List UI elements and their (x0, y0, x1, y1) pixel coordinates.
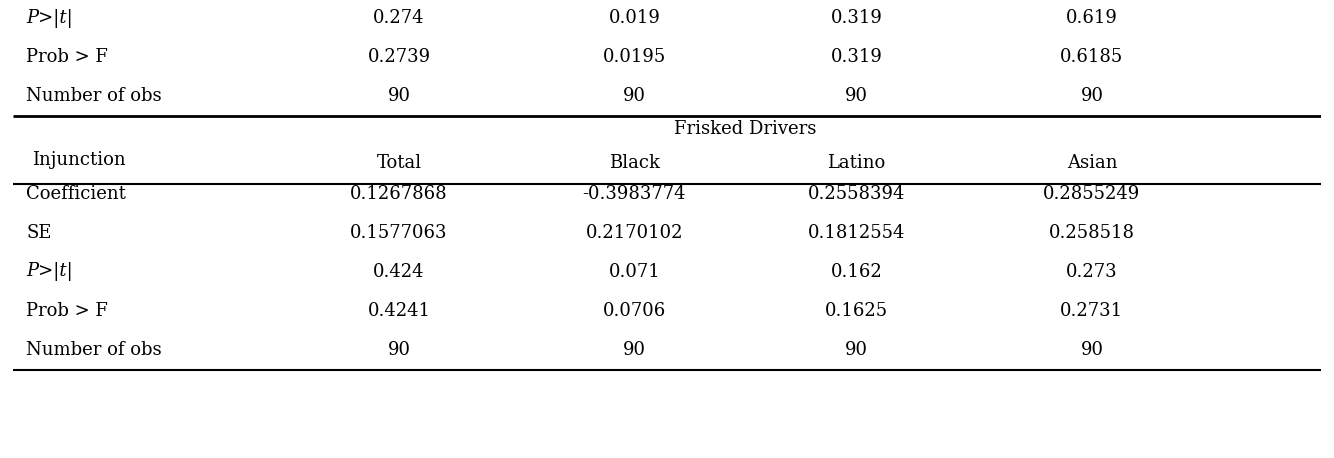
Text: 0.619: 0.619 (1066, 9, 1118, 27)
Text: 0.0195: 0.0195 (603, 48, 666, 66)
Text: 0.1577063: 0.1577063 (351, 224, 448, 242)
Text: 0.0706: 0.0706 (603, 302, 666, 320)
Text: Asian: Asian (1067, 153, 1117, 172)
Text: 0.2855249: 0.2855249 (1043, 185, 1141, 203)
Text: Prob > F: Prob > F (27, 302, 108, 320)
Text: Number of obs: Number of obs (27, 341, 161, 359)
Text: 0.1625: 0.1625 (824, 302, 888, 320)
Text: 90: 90 (1081, 87, 1103, 105)
Text: Number of obs: Number of obs (27, 87, 161, 105)
Text: Coefficient: Coefficient (27, 185, 127, 203)
Text: 0.258518: 0.258518 (1049, 224, 1135, 242)
Text: 0.273: 0.273 (1066, 263, 1118, 281)
Text: Total: Total (376, 153, 422, 172)
Text: 0.2170102: 0.2170102 (586, 224, 683, 242)
Text: 90: 90 (844, 341, 868, 359)
Text: 0.2739: 0.2739 (367, 48, 431, 66)
Text: 0.2558394: 0.2558394 (808, 185, 906, 203)
Text: 0.319: 0.319 (831, 48, 883, 66)
Text: 90: 90 (623, 87, 646, 105)
Text: 0.6185: 0.6185 (1061, 48, 1123, 66)
Text: 0.019: 0.019 (608, 9, 660, 27)
Text: 0.1812554: 0.1812554 (808, 224, 906, 242)
Text: 0.071: 0.071 (608, 263, 660, 281)
Text: 90: 90 (844, 87, 868, 105)
Text: 90: 90 (1081, 341, 1103, 359)
Text: Black: Black (608, 153, 660, 172)
Text: 0.1267868: 0.1267868 (351, 185, 448, 203)
Text: 90: 90 (387, 87, 411, 105)
Text: Frisked Drivers: Frisked Drivers (674, 120, 816, 138)
Text: P>|t|: P>|t| (27, 262, 73, 281)
Text: Injunction: Injunction (32, 151, 125, 169)
Text: Latino: Latino (827, 153, 886, 172)
Text: SE: SE (27, 224, 52, 242)
Text: 0.319: 0.319 (831, 9, 883, 27)
Text: 90: 90 (387, 341, 411, 359)
Text: 0.162: 0.162 (831, 263, 882, 281)
Text: P>|t|: P>|t| (27, 9, 73, 27)
Text: -0.3983774: -0.3983774 (583, 185, 686, 203)
Text: 0.2731: 0.2731 (1061, 302, 1123, 320)
Text: Prob > F: Prob > F (27, 48, 108, 66)
Text: 0.424: 0.424 (374, 263, 424, 281)
Text: 90: 90 (623, 341, 646, 359)
Text: 0.4241: 0.4241 (367, 302, 431, 320)
Text: 0.274: 0.274 (374, 9, 424, 27)
